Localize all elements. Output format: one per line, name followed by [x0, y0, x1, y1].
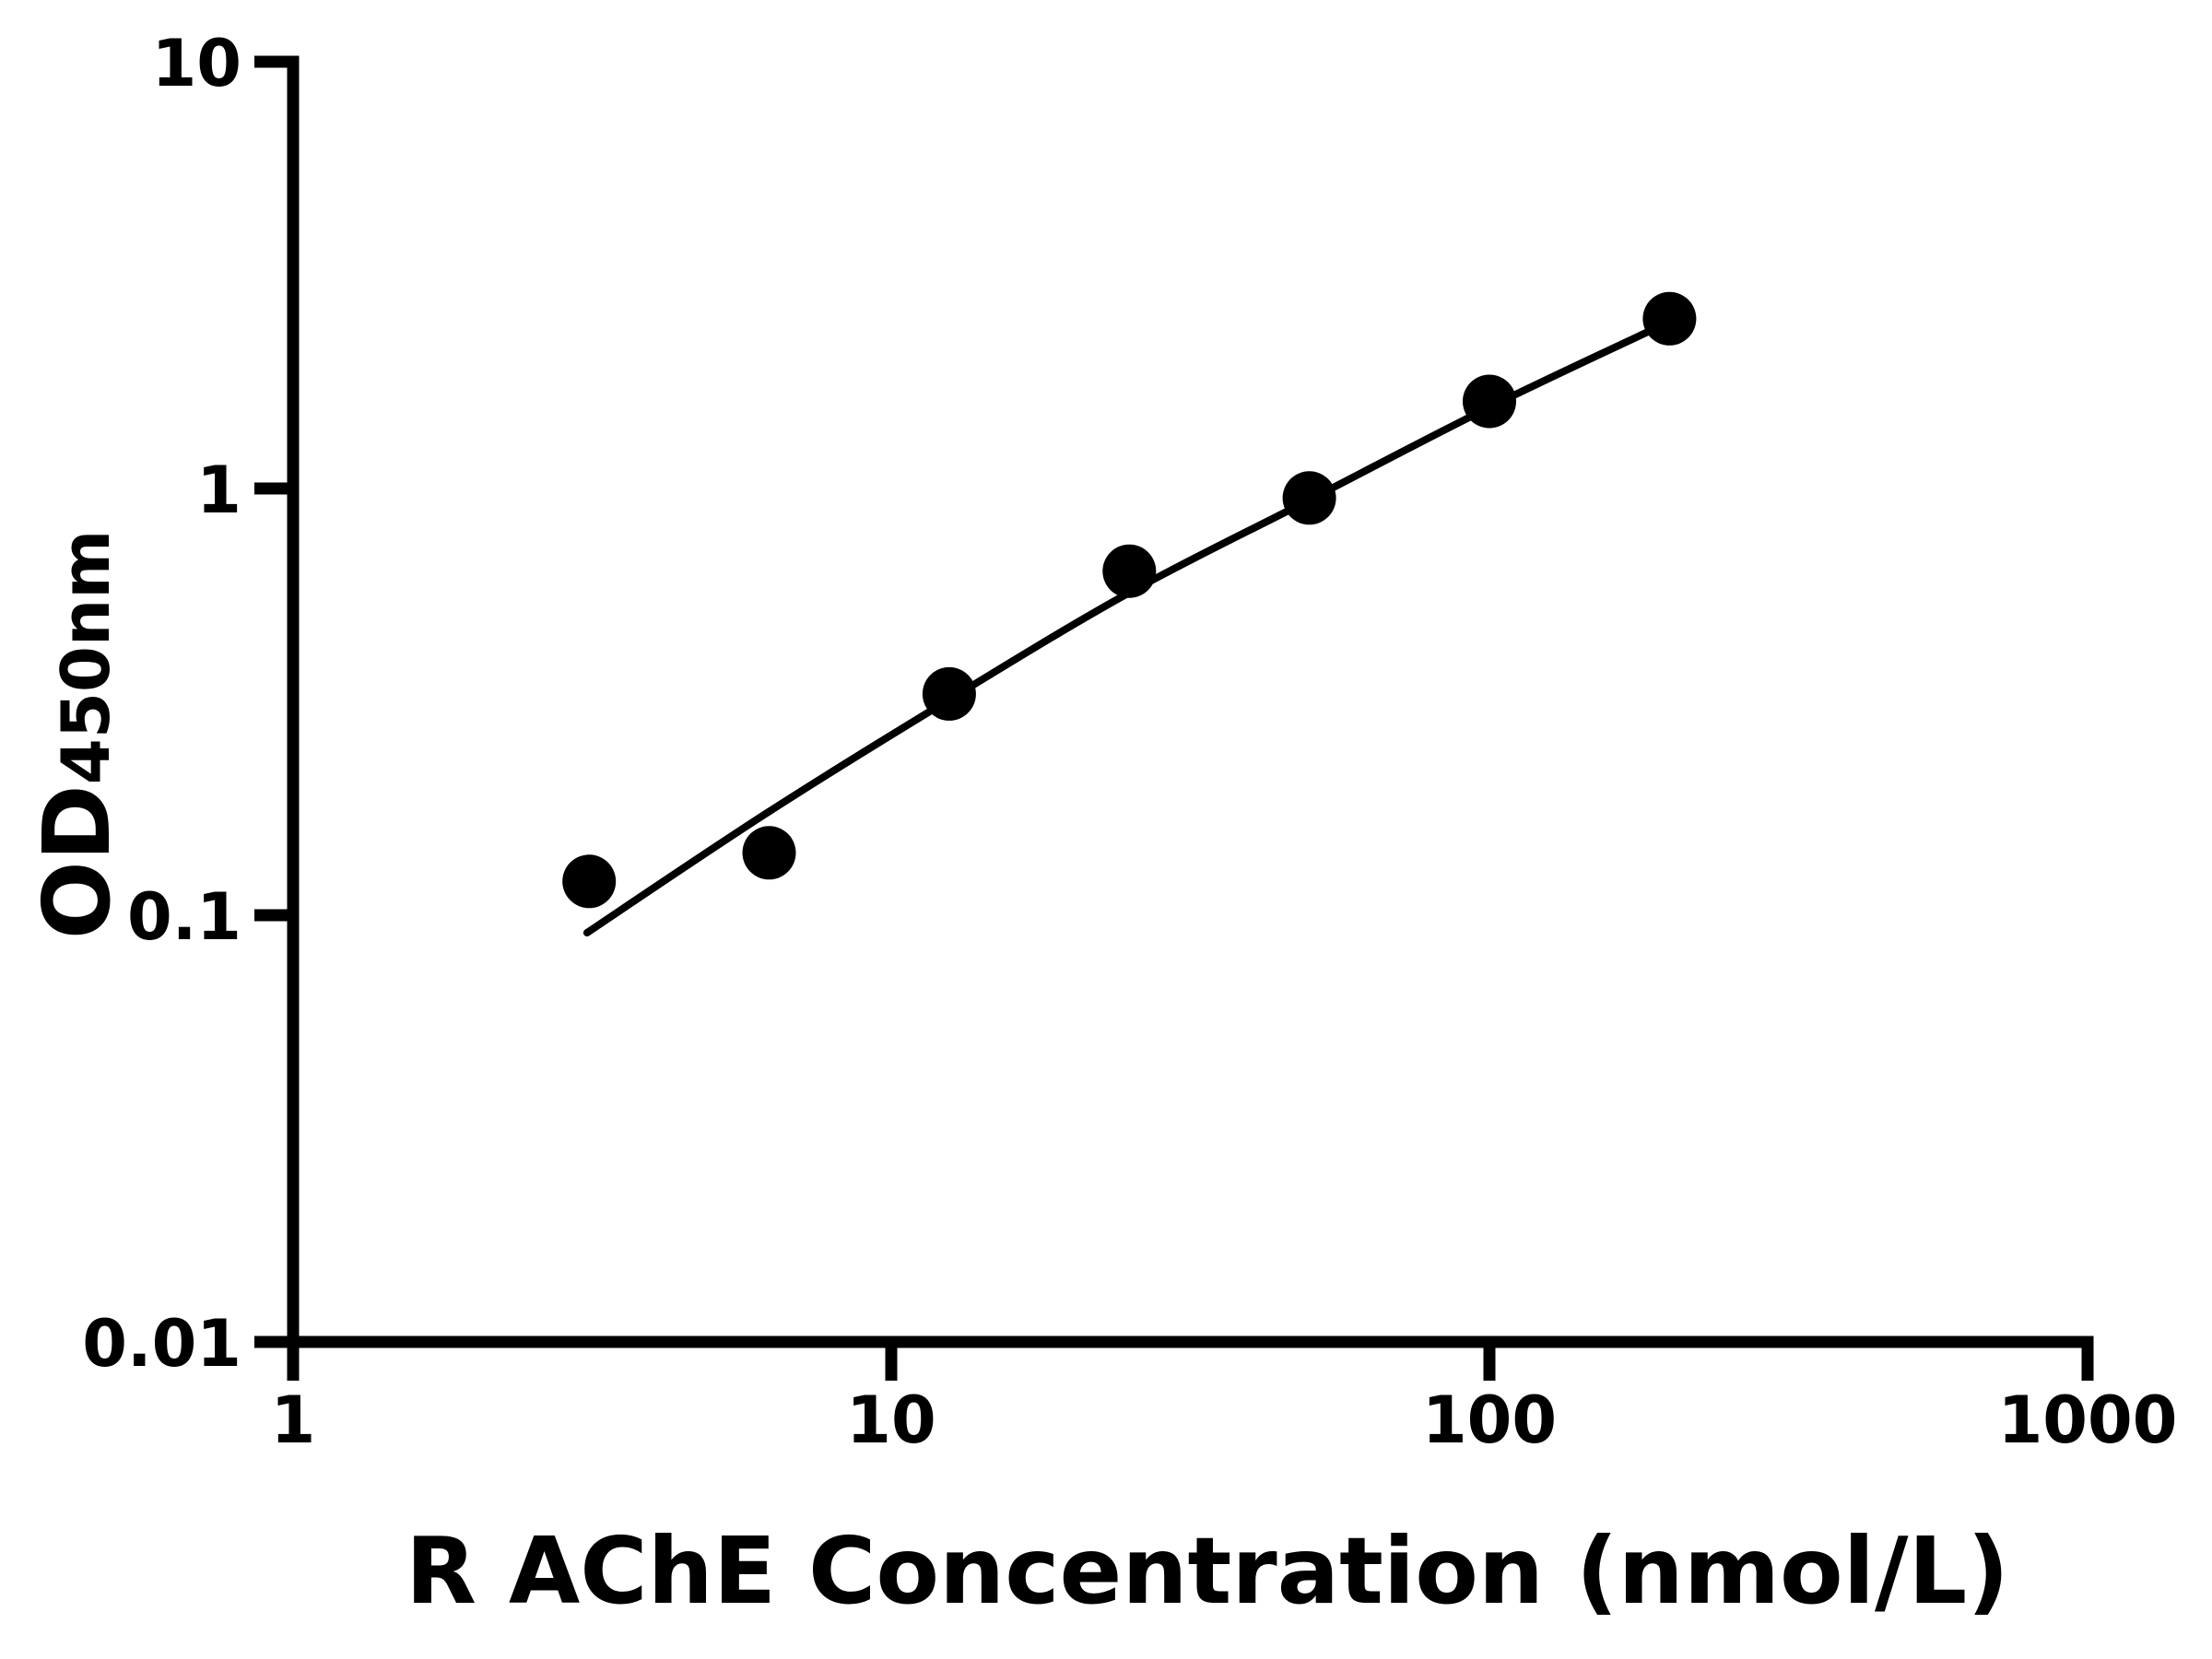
data-point — [1102, 544, 1157, 598]
data-point — [742, 826, 796, 880]
x-tick-label: 100 — [1422, 1382, 1557, 1458]
y-axis-title-main: OD — [23, 784, 131, 939]
data-point — [1463, 374, 1516, 429]
x-tick-label: 10 — [846, 1382, 935, 1458]
y-tick-label: 0.1 — [127, 879, 241, 955]
data-point — [1642, 291, 1697, 346]
x-axis-title: R AChE Concentration (nmol/L) — [406, 1517, 2009, 1625]
x-tick-label: 1000 — [1998, 1382, 2178, 1458]
data-point — [562, 854, 617, 909]
data-point — [922, 666, 976, 721]
x-tick-label: 1 — [271, 1382, 316, 1458]
y-axis-title: OD450nm — [23, 530, 131, 940]
y-tick-label: 1 — [196, 453, 241, 528]
data-point — [1282, 471, 1336, 525]
y-tick-label: 0.01 — [82, 1306, 241, 1382]
y-axis-title-subscript: 450nm — [47, 530, 124, 785]
y-tick-label: 10 — [152, 26, 241, 101]
